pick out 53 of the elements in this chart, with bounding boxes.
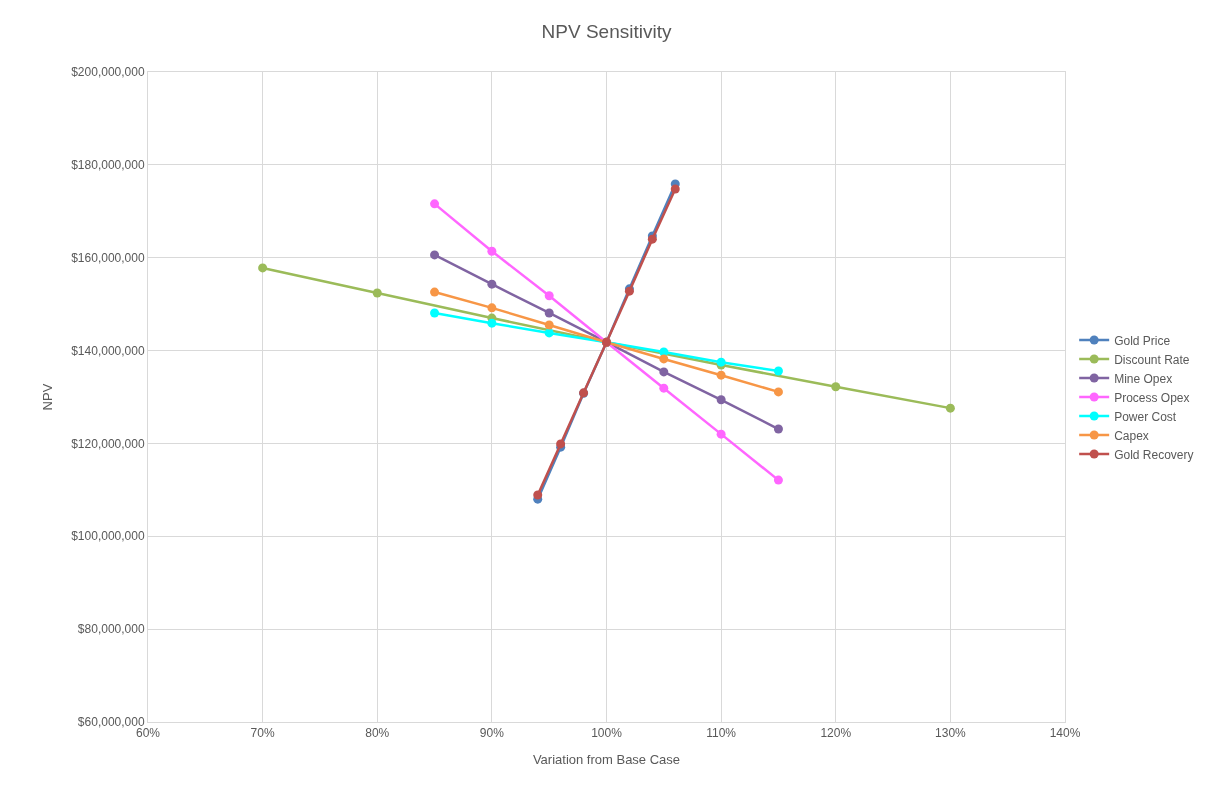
x-tick-label: 130% — [935, 726, 967, 741]
point — [544, 328, 554, 338]
x-tick-label: 70% — [250, 726, 275, 741]
point — [659, 367, 669, 377]
point — [716, 429, 726, 439]
y-tick-label: $200,000,000 — [71, 65, 145, 80]
point — [670, 184, 680, 194]
y-tick-label: $160,000,000 — [71, 250, 145, 265]
point — [487, 318, 497, 328]
y-axis-title: NPV — [40, 383, 56, 411]
point — [773, 424, 783, 434]
chart-title: NPV Sensitivity — [541, 21, 672, 43]
legend-label: Mine Opex — [1114, 371, 1173, 386]
point — [430, 199, 440, 209]
legend-label: Capex — [1114, 428, 1149, 443]
legend-label: Gold Price — [1114, 333, 1171, 348]
x-tick-label: 90% — [479, 726, 505, 741]
y-tick-label: $140,000,000 — [71, 343, 145, 358]
point — [487, 246, 497, 256]
x-tick-label: 140% — [1049, 726, 1081, 741]
point — [430, 308, 440, 318]
y-tick-label: $100,000,000 — [71, 529, 145, 544]
x-tick-label: 100% — [591, 726, 623, 741]
point — [544, 291, 554, 301]
point — [533, 490, 543, 500]
point — [544, 308, 554, 318]
point — [716, 395, 726, 405]
legend-label: Power Cost — [1114, 409, 1177, 424]
point — [773, 387, 783, 397]
point — [487, 303, 497, 313]
x-tick-label: 80% — [365, 726, 390, 741]
point — [430, 250, 440, 260]
x-tick-label: 120% — [820, 726, 852, 741]
point — [659, 354, 669, 364]
legend-label: Gold Recovery — [1114, 447, 1194, 462]
x-axis-title: Variation from Base Case — [532, 752, 681, 767]
point — [831, 382, 841, 392]
point — [773, 366, 783, 376]
point — [430, 287, 440, 297]
point — [487, 279, 497, 289]
y-tick-label: $180,000,000 — [71, 158, 145, 173]
point — [716, 370, 726, 380]
y-tick-label: $80,000,000 — [77, 622, 145, 637]
point — [544, 320, 554, 330]
point — [258, 263, 268, 273]
x-tick-label: 110% — [706, 726, 737, 741]
point — [773, 475, 783, 485]
y-tick-label: $120,000,000 — [71, 436, 145, 451]
legend-label: Discount Rate — [1114, 352, 1190, 367]
legend-label: Process Opex — [1114, 390, 1190, 405]
point — [945, 403, 955, 413]
point — [659, 383, 669, 393]
point — [372, 288, 382, 298]
